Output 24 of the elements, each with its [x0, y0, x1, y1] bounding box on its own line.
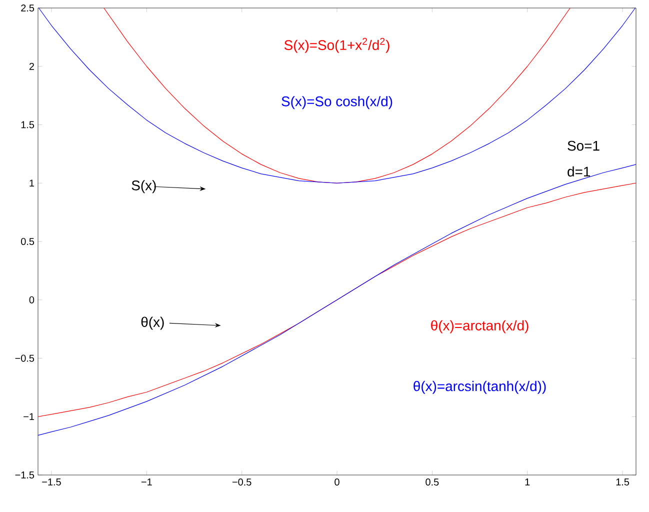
y-tick-label: −1.5: [15, 472, 34, 478]
y-tick-label: 0: [29, 296, 34, 304]
y-tick-label: 2.5: [21, 4, 34, 12]
x-tick-label: 1.5: [616, 478, 630, 486]
annotation: θ(x)=arctan(x/d): [431, 320, 528, 334]
annotation: θ(x)=arcsin(tanh(x/d)): [414, 380, 546, 394]
annotation: S(x)=So(1+x$^{2}$/d$^{2}$): [284, 38, 390, 53]
y-tick-label: 2: [29, 62, 34, 70]
y-tick-label: 1.5: [21, 121, 34, 128]
annotation: θ(x): [141, 316, 164, 330]
y-tick-label: 1: [30, 180, 34, 187]
annotation: S(x): [132, 180, 156, 194]
x-tick-label: −1.5: [42, 478, 61, 486]
annotation: d=1: [568, 166, 590, 177]
x-tick-label: −0.5: [232, 478, 252, 486]
y-tick-label: −0.5: [15, 354, 34, 362]
annotation: So=1: [568, 140, 600, 151]
x-tick-label: 0.5: [426, 478, 439, 486]
annotation: S(x)=So cosh(x/d): [282, 96, 392, 110]
y-tick-label: 0.5: [21, 238, 34, 246]
x-tick-label: −1: [141, 478, 152, 486]
x-tick-label: 0: [334, 478, 340, 486]
y-tick-label: −1: [24, 413, 34, 420]
x-tick-label: 1: [525, 478, 530, 486]
